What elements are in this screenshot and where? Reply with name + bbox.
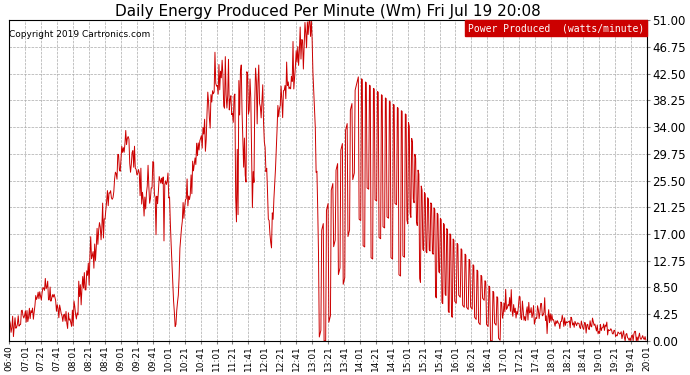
Text: Copyright 2019 Cartronics.com: Copyright 2019 Cartronics.com <box>9 30 150 39</box>
Title: Daily Energy Produced Per Minute (Wm) Fri Jul 19 20:08: Daily Energy Produced Per Minute (Wm) Fr… <box>115 4 540 19</box>
Text: Power Produced  (watts/minute): Power Produced (watts/minute) <box>468 23 644 33</box>
